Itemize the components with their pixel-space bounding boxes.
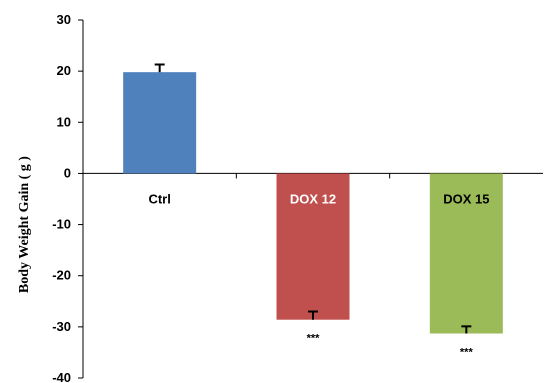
bar-dox-15 — [429, 173, 503, 334]
y-tick-label: 0 — [64, 165, 71, 180]
category-label: Ctrl — [148, 191, 170, 206]
y-tick-label: -20 — [52, 268, 71, 283]
bar-ctrl — [123, 72, 197, 174]
category-label: DOX 15 — [443, 191, 489, 206]
bars: Ctrl DOX 12 *** DOX 15 *** — [123, 63, 503, 359]
y-tick-label: 10 — [57, 114, 71, 129]
y-tick-label: 30 — [57, 12, 71, 27]
category-label: DOX 12 — [290, 191, 336, 206]
significance-marker: *** — [307, 333, 321, 345]
bar-dox-12 — [276, 173, 350, 320]
y-tick-label: -40 — [52, 370, 71, 383]
y-tick-label: -10 — [52, 217, 71, 232]
y-axis-title: Body Weight Gain ( g ) — [17, 156, 32, 293]
y-tick-label: 20 — [57, 63, 71, 78]
significance-marker: *** — [460, 347, 474, 359]
y-tick-label: -30 — [52, 319, 71, 334]
y-axis-title-group: Body Weight Gain ( g ) — [17, 156, 32, 293]
